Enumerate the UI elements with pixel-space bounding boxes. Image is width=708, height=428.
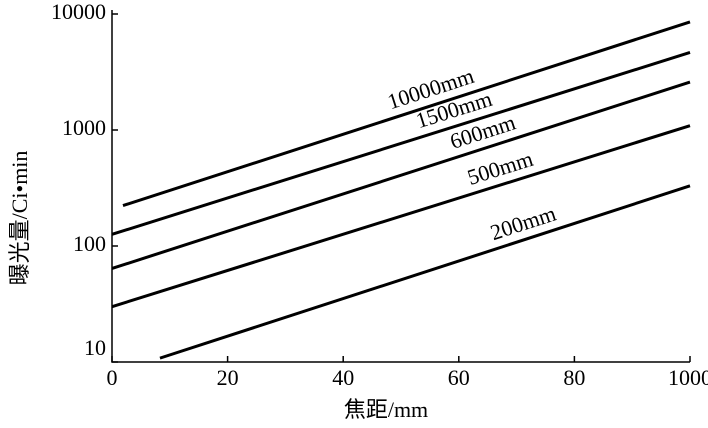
x-tick-label: 20 [217, 365, 239, 390]
y-tick-label: 100 [73, 231, 106, 256]
series-line [122, 20, 691, 208]
x-axis-label: 焦距/mm [344, 397, 428, 422]
x-tick-label: 60 [448, 365, 470, 390]
series-line [111, 80, 691, 270]
x-tick-label: 80 [563, 365, 585, 390]
x-tick-label: 1000 [668, 365, 708, 390]
y-axis-label: 曝光量/Ci•min [7, 151, 32, 286]
x-tick-label: 0 [107, 365, 118, 390]
x-tick-label: 40 [332, 365, 354, 390]
y-tick-label: 10 [84, 335, 106, 360]
series-line [159, 184, 691, 360]
series-label: 200mm [487, 201, 559, 246]
y-tick-label: 1000 [62, 115, 106, 140]
y-tick-label: 10000 [51, 0, 106, 24]
series-line [111, 51, 691, 236]
axes [111, 10, 690, 363]
series-line [111, 124, 691, 309]
